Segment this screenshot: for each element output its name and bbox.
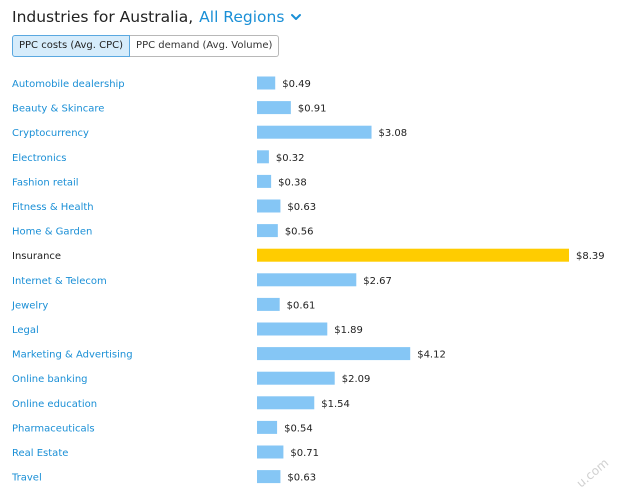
bar-fashion-retail[interactable] <box>257 174 272 188</box>
bar-automobile-dealership[interactable] <box>257 76 276 90</box>
category-label-jewelry[interactable]: Jewelry <box>11 300 48 311</box>
metric-tabs: PPC costs (Avg. CPC) PPC demand (Avg. Vo… <box>12 35 280 57</box>
bar-online-education[interactable] <box>257 396 315 410</box>
value-label-travel: $0.63 <box>287 473 316 484</box>
category-label-online-banking[interactable]: Online banking <box>12 374 88 385</box>
value-label-jewelry: $0.61 <box>287 300 316 311</box>
value-label-pharmaceuticals: $0.54 <box>284 423 313 434</box>
bar-travel[interactable] <box>257 470 281 484</box>
category-label-real-estate[interactable]: Real Estate <box>12 448 68 459</box>
category-label-automobile-dealership[interactable]: Automobile dealership <box>12 79 125 90</box>
bar-insurance[interactable] <box>257 248 569 262</box>
value-label-cryptocurrency: $3.08 <box>379 128 408 139</box>
title-text: Industries for Australia, <box>12 8 194 26</box>
bar-pharmaceuticals[interactable] <box>257 420 278 434</box>
bar-marketing-advertising[interactable] <box>257 347 411 361</box>
value-label-home-garden: $0.56 <box>285 227 314 238</box>
value-label-fitness-health: $0.63 <box>287 202 316 213</box>
bar-jewelry[interactable] <box>257 297 280 311</box>
category-label-pharmaceuticals[interactable]: Pharmaceuticals <box>12 423 95 434</box>
category-label-electronics[interactable]: Electronics <box>12 153 67 164</box>
region-selector[interactable]: All Regions <box>199 8 285 26</box>
category-label-marketing-advertising[interactable]: Marketing & Advertising <box>12 350 133 361</box>
bar-fitness-health[interactable] <box>257 199 281 213</box>
value-label-insurance: $8.39 <box>576 251 605 262</box>
category-label-home-garden[interactable]: Home & Garden <box>12 227 92 238</box>
value-label-automobile-dealership: $0.49 <box>282 79 311 90</box>
category-label-online-education[interactable]: Online education <box>12 399 97 410</box>
bar-legal[interactable] <box>257 322 328 336</box>
tab-ppc-costs[interactable]: PPC costs (Avg. CPC) <box>12 35 131 57</box>
value-label-fashion-retail: $0.38 <box>278 177 307 188</box>
bar-cryptocurrency[interactable] <box>257 125 372 139</box>
category-label-fitness-health[interactable]: Fitness & Health <box>12 202 94 213</box>
value-label-online-banking: $2.09 <box>342 374 371 385</box>
value-label-real-estate: $0.71 <box>290 448 319 459</box>
category-label-insurance: Insurance <box>12 251 61 262</box>
bar-electronics[interactable] <box>257 150 269 164</box>
value-label-electronics: $0.32 <box>276 153 305 164</box>
chevron-down-icon[interactable] <box>290 11 302 23</box>
page-title: Industries for Australia, All Regions <box>12 5 302 29</box>
category-label-fashion-retail[interactable]: Fashion retail <box>12 177 79 188</box>
category-label-beauty-skincare[interactable]: Beauty & Skincare <box>12 104 104 115</box>
bar-internet-telecom[interactable] <box>257 273 357 287</box>
value-label-marketing-advertising: $4.12 <box>417 350 446 361</box>
category-label-internet-telecom[interactable]: Internet & Telecom <box>12 276 107 287</box>
value-label-legal: $1.89 <box>334 325 363 336</box>
bar-online-banking[interactable] <box>257 371 335 385</box>
category-label-cryptocurrency[interactable]: Cryptocurrency <box>12 128 89 139</box>
bar-home-garden[interactable] <box>257 224 278 238</box>
value-label-internet-telecom: $2.67 <box>363 276 392 287</box>
value-label-beauty-skincare: $0.91 <box>298 104 327 115</box>
tab-ppc-demand[interactable]: PPC demand (Avg. Volume) <box>130 35 280 57</box>
bar-real-estate[interactable] <box>257 445 284 459</box>
category-label-legal[interactable]: Legal <box>12 325 39 336</box>
value-label-online-education: $1.54 <box>321 399 350 410</box>
category-label-travel[interactable]: Travel <box>11 473 42 484</box>
bar-beauty-skincare[interactable] <box>257 101 291 115</box>
